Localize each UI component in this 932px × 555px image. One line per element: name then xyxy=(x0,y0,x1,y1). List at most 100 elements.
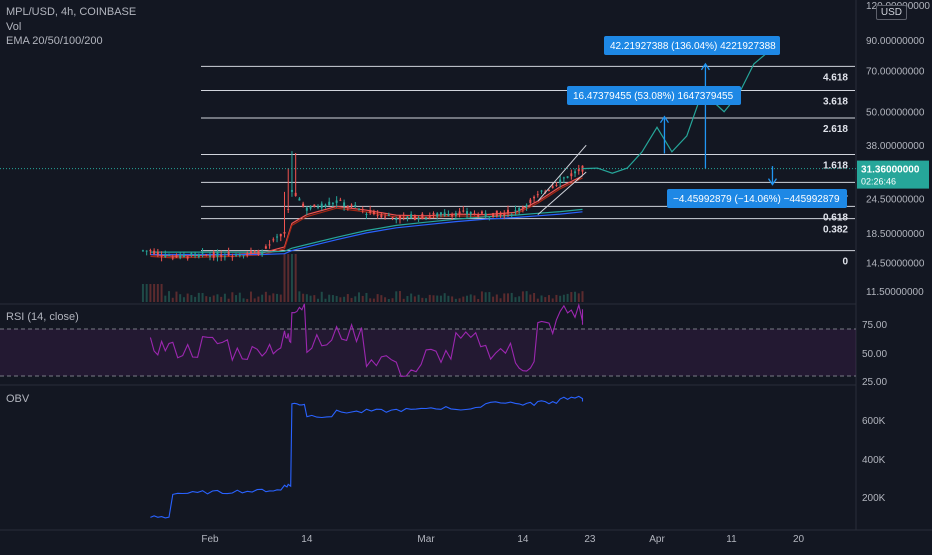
candle-body xyxy=(533,196,536,199)
candle-body xyxy=(369,209,372,213)
volume-bar xyxy=(153,284,156,302)
volume-bar xyxy=(246,298,249,302)
candle-body xyxy=(212,251,215,258)
price-tick-label: 38.00000000 xyxy=(866,141,925,152)
candle-body xyxy=(384,216,387,218)
volume-bar xyxy=(320,291,323,302)
volume-bar xyxy=(477,298,480,302)
time-tick-label: 11 xyxy=(726,534,737,545)
candle-body xyxy=(276,236,279,238)
candle-body xyxy=(428,216,431,218)
candle-body xyxy=(447,214,450,217)
candle-body xyxy=(436,213,439,217)
volume-bar xyxy=(294,254,297,302)
volume-bar xyxy=(510,292,513,302)
volume-bar xyxy=(443,293,446,302)
volume-bar xyxy=(216,294,219,302)
volume-bar xyxy=(354,296,357,302)
candle-body xyxy=(529,199,532,203)
candle-body xyxy=(421,213,424,220)
candle-body xyxy=(272,239,275,241)
volume-bar xyxy=(391,298,394,302)
candle-body xyxy=(547,190,550,192)
volume-bar xyxy=(402,298,405,302)
candle-body xyxy=(570,173,573,177)
measure-label-text: 42.21927388 (136.04%) 4221927388 xyxy=(610,41,776,52)
candle-body xyxy=(182,254,185,257)
legend-volume[interactable]: Vol xyxy=(6,21,22,33)
volume-bar xyxy=(328,294,331,302)
obv-label[interactable]: OBV xyxy=(6,393,30,405)
candle-body xyxy=(439,212,442,215)
candle-body xyxy=(380,214,383,218)
rsi-tick-label: 25.00 xyxy=(862,377,887,388)
price-tick-label: 11.50000000 xyxy=(866,287,924,298)
time-tick-label: Feb xyxy=(201,534,219,545)
candle-body xyxy=(354,204,357,207)
candle-body xyxy=(190,253,193,256)
candle-body xyxy=(168,254,171,256)
volume-bar xyxy=(290,254,293,302)
candle-body xyxy=(179,254,182,259)
candle-body xyxy=(261,251,264,256)
candle-body xyxy=(488,216,491,218)
candle-body xyxy=(454,212,457,216)
volume-bar xyxy=(141,284,144,302)
candle-body xyxy=(145,250,148,252)
volume-bar xyxy=(346,294,349,302)
legend-ema[interactable]: EMA 20/50/100/200 xyxy=(6,35,103,47)
candle-body xyxy=(376,214,379,216)
legend-symbol[interactable]: MPL/USD, 4h, COINBASE xyxy=(6,6,137,18)
fib-level-label: 3.618 xyxy=(823,97,848,108)
volume-bar xyxy=(365,292,368,302)
axes: 120.0000000090.0000000070.0000000050.000… xyxy=(0,1,930,545)
volume-bar xyxy=(454,298,457,302)
volume-bar xyxy=(488,292,491,302)
measure-label-text: 16.47379455 (53.08%) 1647379455 xyxy=(573,91,734,102)
volume-bar xyxy=(447,295,450,302)
volume-bar xyxy=(499,298,502,302)
volume-bar xyxy=(384,297,387,302)
candle-body xyxy=(372,210,375,215)
candle-body xyxy=(268,244,271,246)
candle-body xyxy=(186,256,189,259)
candle-body xyxy=(566,176,569,178)
time-tick-label: Mar xyxy=(417,534,435,545)
fib-level-label: 2.618 xyxy=(823,124,848,135)
volume-bar xyxy=(339,297,342,302)
volume-bar xyxy=(149,284,152,302)
measure-arrow-head xyxy=(659,115,669,124)
measure-arrow-head xyxy=(700,62,710,71)
candle-body xyxy=(451,214,454,217)
volume-bar xyxy=(562,294,565,302)
volume-bar xyxy=(395,291,398,302)
volume-bar xyxy=(428,294,431,302)
candle-body xyxy=(574,171,577,174)
candle-body xyxy=(495,210,498,217)
candle-body xyxy=(499,212,502,216)
candle-body xyxy=(223,256,226,258)
rsi-label[interactable]: RSI (14, close) xyxy=(6,311,79,323)
rsi-line xyxy=(149,302,584,377)
volume-bar xyxy=(436,295,439,302)
volume-bar xyxy=(521,291,524,302)
candles xyxy=(141,151,584,262)
volume-bar xyxy=(186,293,189,302)
volume-bar xyxy=(175,291,178,302)
volume-bar xyxy=(276,293,279,302)
volume-bar xyxy=(194,296,197,302)
volume-bar xyxy=(179,294,182,302)
candle-body xyxy=(317,206,320,208)
volume-bar xyxy=(235,295,238,302)
volume-bar xyxy=(432,295,435,302)
candle-body xyxy=(331,203,334,205)
volume-bar xyxy=(197,292,200,302)
candle-body xyxy=(443,212,446,216)
volume-bar xyxy=(343,296,346,302)
volume-bar xyxy=(398,291,401,302)
candle-body xyxy=(235,253,238,256)
currency-button[interactable]: USD xyxy=(875,5,907,20)
ema200-line xyxy=(150,211,583,256)
